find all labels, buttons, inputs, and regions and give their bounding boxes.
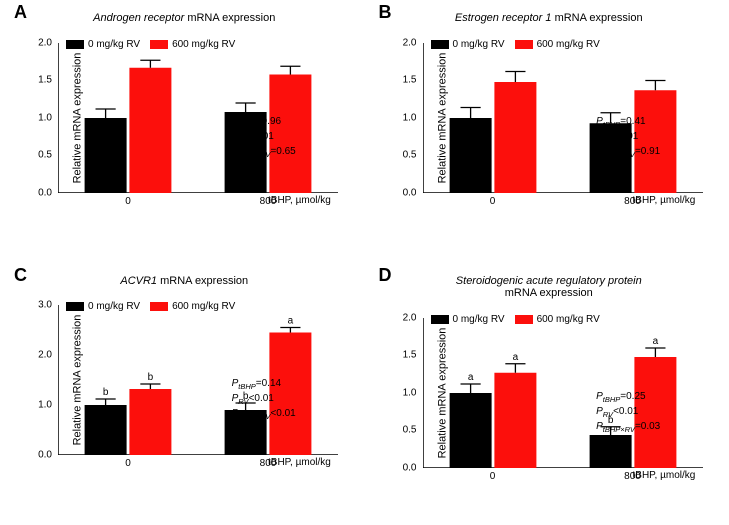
legend: 0 mg/kg RV 600 mg/kg RV bbox=[66, 39, 235, 50]
x-axis-label: tBHP, µmol/kg bbox=[633, 470, 696, 480]
x-axis-label: tBHP, µmol/kg bbox=[268, 457, 331, 467]
y-axis-label: Relative mRNA expression bbox=[436, 52, 448, 183]
panel-C: CACVR1 mRNA expression Relative mRNA expr… bbox=[0, 263, 365, 525]
pvalue-block: PtBHP=0.14PRV<0.01PtBHP×RV<0.01 bbox=[232, 377, 296, 422]
y-tick-label: 2.0 bbox=[24, 37, 52, 48]
bar bbox=[589, 435, 631, 468]
y-tick-label: 1.5 bbox=[24, 75, 52, 86]
panel-D: DSteroidogenic acute regulatory proteinm… bbox=[365, 263, 729, 525]
bar-chart: Relative mRNA expression0.00.51.01.52.00… bbox=[58, 43, 338, 193]
y-tick-label: 2.0 bbox=[389, 312, 417, 323]
bar bbox=[449, 118, 491, 193]
y-tick-label: 1.5 bbox=[389, 75, 417, 86]
y-tick-label: 0.0 bbox=[24, 450, 52, 461]
panel-letter: D bbox=[379, 265, 392, 286]
y-tick-label: 0.0 bbox=[24, 187, 52, 198]
significance-letter: b bbox=[103, 387, 109, 398]
legend-item: 600 mg/kg RV bbox=[150, 301, 235, 312]
legend: 0 mg/kg RV 600 mg/kg RV bbox=[431, 314, 600, 325]
significance-letter: b bbox=[148, 372, 154, 383]
legend-item: 600 mg/kg RV bbox=[150, 39, 235, 50]
y-tick-label: 1.0 bbox=[24, 112, 52, 123]
y-tick-label: 0.0 bbox=[389, 462, 417, 473]
bar-chart: Relative mRNA expression0.00.51.01.52.00… bbox=[423, 43, 703, 193]
pvalue-block: PtBHP=0.96PRV=0.01PtBHP×RV=0.65 bbox=[232, 115, 296, 160]
panel-title: Steroidogenic acute regulatory proteinmR… bbox=[375, 275, 724, 300]
bar bbox=[129, 67, 171, 192]
x-axis-label: tBHP, µmol/kg bbox=[633, 195, 696, 205]
bar bbox=[449, 393, 491, 468]
panel-letter: C bbox=[14, 265, 27, 286]
bar bbox=[85, 405, 127, 455]
y-tick-label: 1.0 bbox=[24, 400, 52, 411]
y-tick-label: 1.0 bbox=[389, 112, 417, 123]
y-axis-label: Relative mRNA expression bbox=[71, 52, 83, 183]
y-tick-label: 1.5 bbox=[389, 350, 417, 361]
panel-B: BEstrogen receptor 1 mRNA expression Rela… bbox=[365, 0, 729, 263]
bar bbox=[129, 389, 171, 455]
panel-title: Androgen receptor mRNA expression bbox=[10, 12, 359, 25]
panel-A: AAndrogen receptor mRNA expression Relati… bbox=[0, 0, 365, 263]
panel-title: ACVR1 mRNA expression bbox=[10, 275, 359, 288]
x-axis-label: tBHP, µmol/kg bbox=[268, 195, 331, 205]
figure-grid: AAndrogen receptor mRNA expression Relati… bbox=[0, 0, 729, 525]
x-tick-label: 0 bbox=[125, 458, 131, 469]
bar bbox=[85, 118, 127, 193]
y-tick-label: 1.0 bbox=[389, 387, 417, 398]
y-tick-label: 2.0 bbox=[24, 350, 52, 361]
pvalue-block: PtBHP=0.25PRV<0.01PtBHP×RV=0.03 bbox=[596, 390, 660, 435]
legend: 0 mg/kg RV 600 mg/kg RV bbox=[66, 301, 235, 312]
bar-chart: Relative mRNA expression0.00.51.01.52.00… bbox=[423, 318, 703, 468]
significance-letter: a bbox=[288, 316, 294, 327]
y-tick-label: 2.0 bbox=[389, 37, 417, 48]
x-tick-label: 0 bbox=[125, 196, 131, 207]
y-axis-label: Relative mRNA expression bbox=[436, 327, 448, 458]
x-tick-label: 0 bbox=[490, 471, 496, 482]
bar bbox=[494, 82, 536, 193]
panel-title: Estrogen receptor 1 mRNA expression bbox=[375, 12, 724, 25]
legend-item: 0 mg/kg RV bbox=[66, 39, 140, 50]
significance-letter: a bbox=[512, 352, 518, 363]
legend: 0 mg/kg RV 600 mg/kg RV bbox=[431, 39, 600, 50]
x-tick-label: 0 bbox=[490, 196, 496, 207]
y-tick-label: 0.0 bbox=[389, 187, 417, 198]
bar bbox=[494, 373, 536, 468]
significance-letter: a bbox=[652, 336, 658, 347]
legend-item: 0 mg/kg RV bbox=[66, 301, 140, 312]
y-tick-label: 0.5 bbox=[24, 150, 52, 161]
y-tick-label: 0.5 bbox=[389, 425, 417, 436]
legend-item: 600 mg/kg RV bbox=[515, 39, 600, 50]
legend-item: 0 mg/kg RV bbox=[431, 39, 505, 50]
significance-letter: a bbox=[467, 372, 473, 383]
bar-chart: Relative mRNA expression0.01.02.03.00800… bbox=[58, 305, 338, 455]
panel-letter: B bbox=[379, 2, 392, 23]
pvalue-block: PtBHP=0.41PRV=0.01PtBHP×RV=0.91 bbox=[596, 115, 660, 160]
legend-item: 600 mg/kg RV bbox=[515, 314, 600, 325]
panel-letter: A bbox=[14, 2, 27, 23]
y-tick-label: 3.0 bbox=[24, 300, 52, 311]
y-axis-label: Relative mRNA expression bbox=[71, 315, 83, 446]
y-tick-label: 0.5 bbox=[389, 150, 417, 161]
legend-item: 0 mg/kg RV bbox=[431, 314, 505, 325]
